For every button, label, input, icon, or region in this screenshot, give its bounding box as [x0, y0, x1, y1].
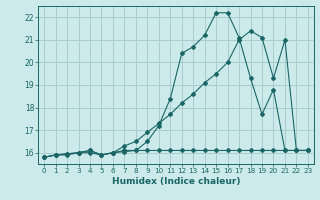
- X-axis label: Humidex (Indice chaleur): Humidex (Indice chaleur): [112, 177, 240, 186]
